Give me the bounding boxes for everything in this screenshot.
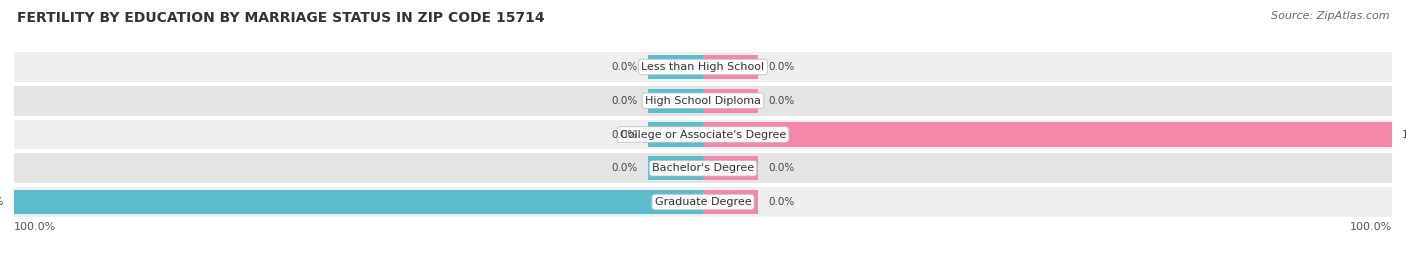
Bar	[703, 190, 758, 214]
Bar	[14, 86, 1392, 116]
Text: 0.0%: 0.0%	[612, 129, 637, 140]
Text: Bachelor's Degree: Bachelor's Degree	[652, 163, 754, 173]
Text: 0.0%: 0.0%	[769, 197, 794, 207]
Bar	[703, 89, 758, 113]
Text: College or Associate's Degree: College or Associate's Degree	[620, 129, 786, 140]
Text: 0.0%: 0.0%	[612, 96, 637, 106]
Text: FERTILITY BY EDUCATION BY MARRIAGE STATUS IN ZIP CODE 15714: FERTILITY BY EDUCATION BY MARRIAGE STATU…	[17, 11, 544, 25]
Bar	[703, 156, 758, 180]
Bar	[14, 52, 1392, 82]
Bar	[14, 187, 1392, 217]
Bar	[703, 55, 758, 79]
Bar	[14, 120, 1392, 149]
Text: 100.0%: 100.0%	[1402, 129, 1406, 140]
Bar	[648, 156, 703, 180]
Bar	[14, 190, 703, 214]
Text: 0.0%: 0.0%	[769, 163, 794, 173]
Text: High School Diploma: High School Diploma	[645, 96, 761, 106]
Text: 0.0%: 0.0%	[769, 62, 794, 72]
Bar	[648, 122, 703, 147]
Text: Source: ZipAtlas.com: Source: ZipAtlas.com	[1271, 11, 1389, 21]
Text: 100.0%: 100.0%	[0, 197, 4, 207]
Bar	[703, 122, 1392, 147]
Text: 100.0%: 100.0%	[1350, 222, 1392, 232]
Bar	[648, 89, 703, 113]
Text: 100.0%: 100.0%	[14, 222, 56, 232]
Text: Less than High School: Less than High School	[641, 62, 765, 72]
Text: 0.0%: 0.0%	[769, 96, 794, 106]
Bar	[14, 153, 1392, 183]
Text: 0.0%: 0.0%	[612, 163, 637, 173]
Text: Graduate Degree: Graduate Degree	[655, 197, 751, 207]
Text: 0.0%: 0.0%	[612, 62, 637, 72]
Bar	[648, 55, 703, 79]
